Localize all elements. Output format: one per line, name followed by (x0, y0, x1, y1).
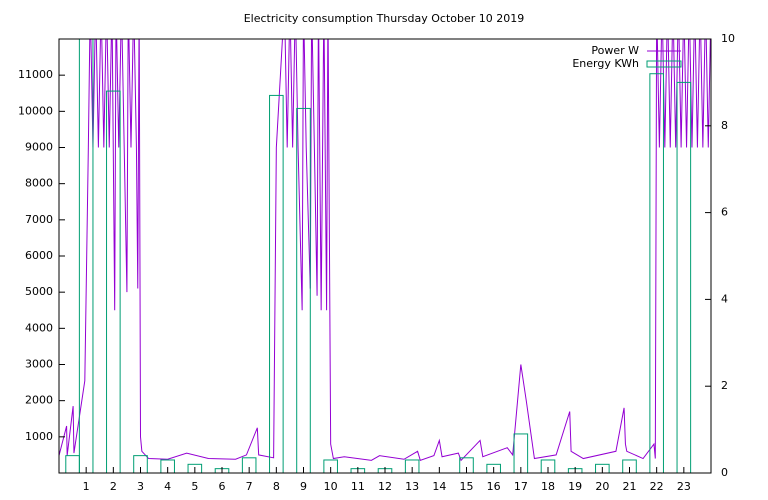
y2-tick-label: 2 (721, 379, 728, 392)
x-tick-label: 5 (191, 480, 198, 493)
energy-box (513, 433, 529, 473)
energy-box (540, 459, 556, 473)
x-tick-label: 6 (219, 480, 226, 493)
x-tick-label: 20 (595, 480, 609, 493)
energy-box (133, 455, 148, 473)
y-tick-label: 8000 (25, 177, 53, 190)
energy-box (296, 107, 311, 473)
x-tick-label: 1 (83, 480, 90, 493)
y2-tick-label: 6 (721, 206, 728, 219)
x-tick-label: 2 (110, 480, 117, 493)
y-tick-label: 4000 (25, 321, 53, 334)
chart-title: Electricity consumption Thursday October… (244, 12, 525, 25)
y2-tick-label: 10 (721, 32, 735, 45)
plot-area (59, 39, 711, 473)
legend-label: Energy KWh (572, 57, 639, 70)
plot-frame (58, 38, 712, 474)
legend-label: Power W (591, 44, 639, 57)
y-tick-label: 10000 (18, 104, 53, 117)
y-tick-label: 11000 (18, 68, 53, 81)
x-tick-label: 9 (300, 480, 307, 493)
x-tick-label: 23 (677, 480, 691, 493)
y-tick-label: 1000 (25, 430, 53, 443)
x-tick-label: 17 (514, 480, 528, 493)
x-tick-label: 8 (273, 480, 280, 493)
x-tick-label: 4 (164, 480, 171, 493)
x-tick-label: 21 (623, 480, 637, 493)
energy-box (649, 73, 664, 473)
energy-box (187, 463, 203, 473)
y-tick-label: 6000 (25, 249, 53, 262)
x-tick-label: 10 (324, 480, 338, 493)
energy-box (106, 90, 121, 473)
y-tick-label: 7000 (25, 213, 53, 226)
y-tick-label: 5000 (25, 285, 53, 298)
x-tick-label: 11 (351, 480, 365, 493)
energy-box (486, 463, 501, 473)
x-tick-label: 16 (487, 480, 501, 493)
legend-swatch (646, 60, 682, 68)
x-tick-label: 7 (246, 480, 253, 493)
x-tick-label: 19 (568, 480, 582, 493)
energy-box (65, 455, 80, 473)
energy-box (622, 459, 637, 473)
energy-box (676, 81, 692, 473)
x-tick-label: 3 (137, 480, 144, 493)
x-tick-label: 12 (378, 480, 392, 493)
y2-tick-label: 0 (721, 466, 728, 479)
x-tick-label: 13 (405, 480, 419, 493)
y-tick-label: 3000 (25, 358, 53, 371)
y-tick-label: 2000 (25, 394, 53, 407)
x-tick-label: 15 (460, 480, 474, 493)
y2-tick-label: 4 (721, 292, 728, 305)
power-line (59, 39, 711, 462)
energy-box (595, 463, 610, 473)
y-tick-label: 9000 (25, 141, 53, 154)
x-tick-label: 14 (432, 480, 446, 493)
y2-tick-label: 8 (721, 119, 728, 132)
energy-box (323, 459, 338, 473)
energy-box (160, 459, 175, 473)
energy-box (404, 459, 420, 473)
x-tick-label: 22 (650, 480, 664, 493)
x-tick-label: 18 (541, 480, 555, 493)
